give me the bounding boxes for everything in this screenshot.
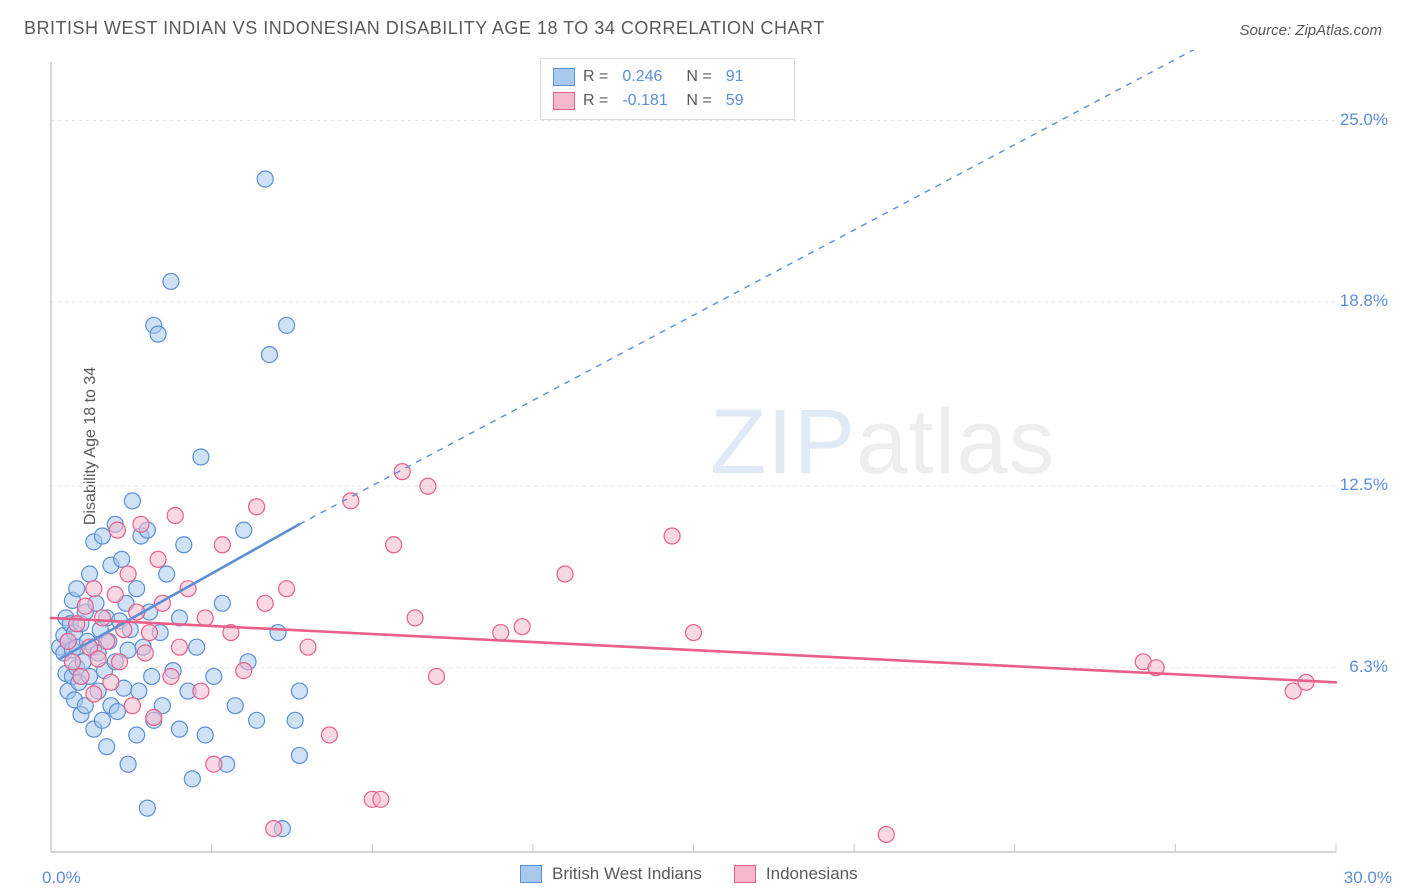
x-max-label: 30.0% [1344, 868, 1392, 888]
y-tick-label: 6.3% [1349, 657, 1388, 677]
legend-n-value: 91 [726, 68, 782, 86]
legend-swatch [734, 865, 756, 883]
legend-row: R = 0.246 N = 91 [553, 65, 782, 89]
source-label: Source: ZipAtlas.com [1239, 22, 1382, 39]
series-legend-item: Indonesians [734, 864, 858, 884]
series-legend-label: Indonesians [766, 864, 858, 884]
series-legend: British West Indians Indonesians [520, 864, 858, 884]
correlation-legend: R = 0.246 N = 91 R = -0.181 N = 59 [540, 58, 795, 120]
legend-row: R = -0.181 N = 59 [553, 89, 782, 113]
series-legend-label: British West Indians [552, 864, 702, 884]
legend-n-value: 59 [726, 92, 782, 110]
chart-title: BRITISH WEST INDIAN VS INDONESIAN DISABI… [24, 18, 825, 39]
chart-svg [49, 50, 1396, 854]
legend-r-value: 0.246 [622, 68, 678, 86]
legend-swatch [520, 865, 542, 883]
legend-r-value: -0.181 [622, 92, 678, 110]
legend-r-label: R = [583, 92, 608, 110]
legend-n-label: N = [686, 68, 711, 86]
legend-swatch [553, 92, 575, 110]
y-tick-label: 12.5% [1340, 475, 1388, 495]
y-tick-label: 18.8% [1340, 291, 1388, 311]
series-legend-item: British West Indians [520, 864, 702, 884]
legend-swatch [553, 68, 575, 86]
plot-area [49, 50, 1396, 854]
y-tick-label: 25.0% [1340, 110, 1388, 130]
legend-r-label: R = [583, 68, 608, 86]
legend-n-label: N = [686, 92, 711, 110]
x-origin-label: 0.0% [42, 868, 81, 888]
